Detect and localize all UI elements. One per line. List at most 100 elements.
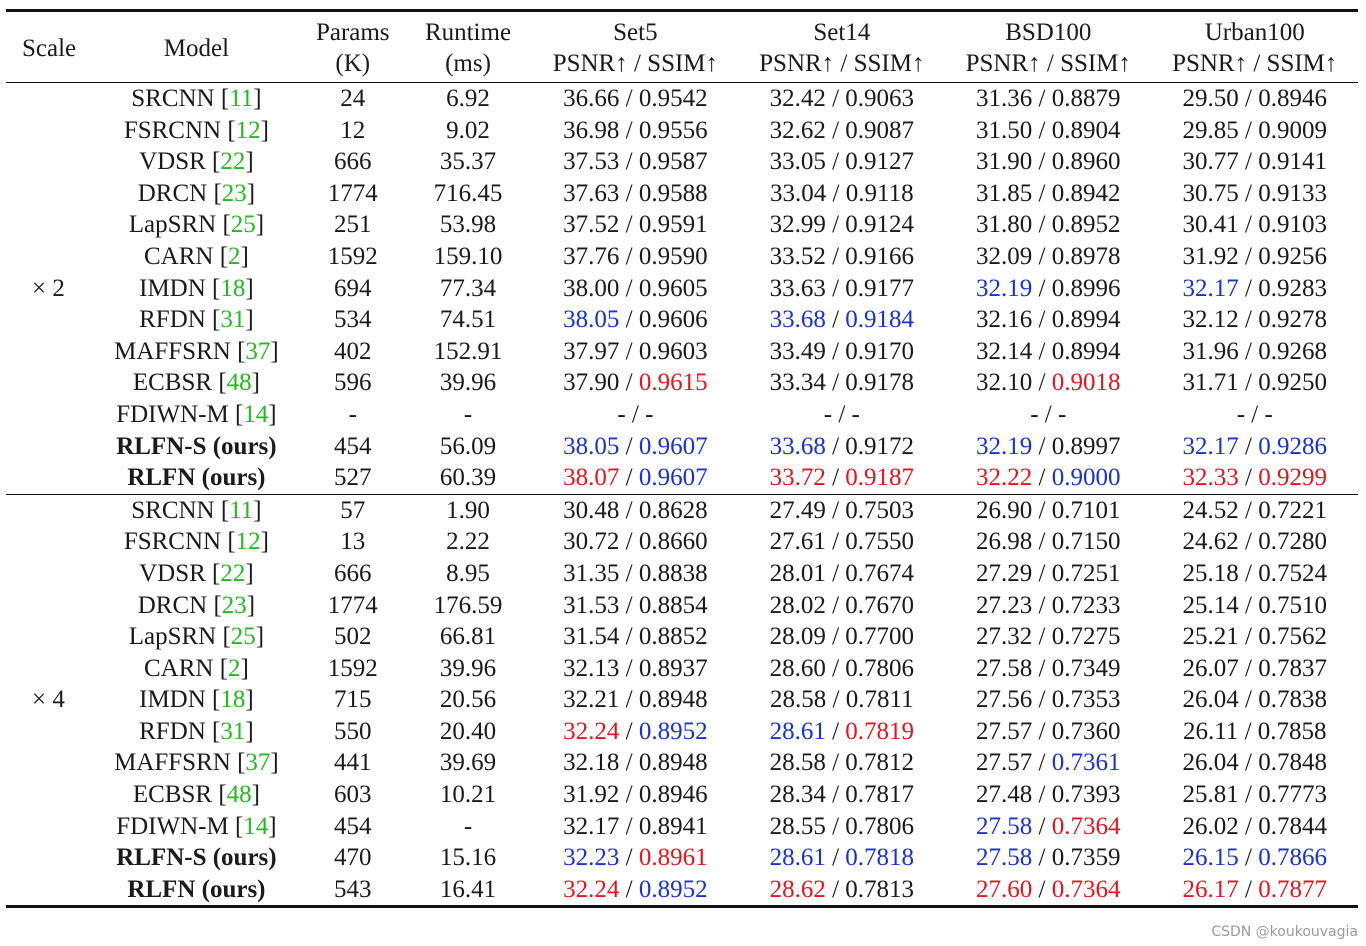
runtime-cell: -	[463, 400, 473, 428]
ssim-value: 0.7812	[845, 749, 915, 777]
ssim-value: 0.8994	[1051, 306, 1121, 334]
scale-cell	[6, 462, 91, 494]
ssim-value: 0.9250	[1258, 369, 1327, 397]
table-row: DRCN [23] 1774 716.45 37.63 / 0.9588 33.04 /…	[6, 178, 1358, 210]
ssim-value: 0.7848	[1258, 749, 1327, 777]
metric-cell: 31.50 / 0.8904	[976, 116, 1121, 144]
ssim-value: 0.8941	[638, 812, 708, 840]
model-cell: RLFN-S (ours)	[91, 431, 301, 463]
model-name: FSRCNN	[123, 528, 222, 556]
params-cell: 57	[301, 493, 404, 527]
model-cell: RLFN-S (ours)	[91, 842, 301, 874]
psnr-value: 36.98	[563, 116, 620, 144]
metric-cell: 25.14 / 0.7510	[1182, 591, 1327, 619]
runtime-cell: 35.37	[439, 148, 497, 176]
psnr-value: 31.96	[1182, 337, 1239, 365]
metric-cell: 24.62 / 0.7280	[1182, 528, 1327, 556]
params-cell: 1774	[327, 179, 378, 207]
psnr-value: 31.80	[976, 211, 1033, 239]
metric-cell: 33.49 / 0.9170	[769, 337, 915, 365]
ssim-value: 0.9299	[1258, 464, 1327, 492]
header-model: Model	[91, 9, 302, 83]
psnr-value: 28.55	[769, 812, 826, 840]
citation-ref: 25	[230, 623, 256, 651]
header-params: Params (K)	[301, 9, 404, 83]
metric-cell: 32.17 / 0.9286	[1182, 432, 1327, 460]
metric-cell: 32.23 / 0.8961	[563, 844, 708, 872]
ssim-value: 0.9588	[638, 179, 708, 207]
ssim-value: 0.9184	[845, 306, 915, 334]
metric-cell: 28.62 / 0.7813	[738, 873, 946, 909]
psnr-value: 31.71	[1182, 369, 1239, 397]
ssim-value: 0.9286	[1258, 432, 1327, 460]
model-name: DRCN	[137, 591, 208, 619]
ssim-value: 0.7818	[845, 844, 915, 872]
metric-cell: 28.34 / 0.7817	[769, 781, 915, 809]
metric-cell: 32.09 / 0.8978	[976, 242, 1121, 270]
header-scale: Scale	[6, 9, 92, 83]
section-x4: SRCNN [11] 57 1.90 30.48 / 0.8628 27.49 / 0.…	[6, 493, 1358, 909]
table-row: SRCNN [11] 57 1.90 30.48 / 0.8628 27.49 / 0.…	[6, 493, 1358, 527]
citation-ref: 37	[245, 337, 271, 365]
metric-cell: 28.01 / 0.7674	[769, 559, 915, 587]
metric-cell: 25.21 / 0.7562	[1182, 623, 1327, 651]
metric-cell: 33.68 / 0.9184	[769, 306, 915, 334]
table-row: FSRCNN [12] 12 9.02 36.98 / 0.9556 32.62 / 0…	[6, 115, 1358, 147]
metric-cell: 28.61 / 0.7818	[769, 844, 915, 872]
model-name: RLFN (ours)	[127, 875, 266, 903]
params-cell: 502	[334, 623, 372, 651]
ssim-value: 0.7510	[1258, 591, 1327, 619]
table-row: CARN [2] 1592 39.96 32.13 / 0.8937 28.60 / 0…	[6, 653, 1358, 685]
ssim-value: 0.7503	[845, 496, 915, 524]
table-row: ECBSR [48] 603 10.21 31.92 / 0.8946 28.34 / …	[6, 779, 1358, 811]
ssim-value: 0.8960	[1051, 148, 1121, 176]
ssim-value: 0.8660	[638, 528, 708, 556]
metric-cell: - / -	[823, 400, 860, 428]
ssim-value: 0.7101	[1051, 496, 1121, 524]
citation-ref: 48	[226, 781, 252, 809]
psnr-value: 30.72	[563, 528, 620, 556]
model-name: SRCNN	[131, 85, 215, 112]
model-cell: MAFFSRN [37]	[114, 337, 279, 365]
ssim-value: 0.7150	[1051, 528, 1121, 556]
ssim-value: 0.8946	[1258, 85, 1327, 112]
runtime-cell: 20.40	[439, 717, 497, 745]
table-row: MAFFSRN [37] 402 152.91 37.97 / 0.9603 33.49…	[6, 336, 1358, 368]
ssim-value: 0.9590	[638, 242, 708, 270]
psnr-value: 26.11	[1182, 717, 1239, 745]
psnr-value: 26.04	[1182, 749, 1239, 777]
ssim-value: -	[1264, 400, 1273, 428]
metric-cell: 27.56 / 0.7353	[976, 686, 1121, 714]
runtime-cell: 15.16	[439, 844, 497, 872]
ssim-value: 0.9605	[638, 274, 708, 302]
results-table: Scale Model Params (K) Runtime (ms) Set5…	[6, 9, 1358, 909]
metric-cell: 31.53 / 0.8854	[563, 591, 708, 619]
model-cell: IMDN [18]	[139, 274, 254, 302]
runtime-cell: 53.98	[439, 211, 497, 239]
ssim-value: 0.9141	[1258, 148, 1327, 176]
psnr-value: 31.35	[563, 559, 620, 587]
ssim-value: 0.9603	[638, 337, 708, 365]
runtime-cell: 60.39	[439, 464, 497, 492]
ssim-value: 0.7837	[1258, 654, 1327, 682]
metric-cell: 26.15 / 0.7866	[1182, 844, 1327, 872]
ssim-value: 0.8937	[638, 654, 708, 682]
model-cell: SRCNN [11]	[131, 85, 262, 112]
metric-cell: 37.97 / 0.9603	[563, 337, 708, 365]
psnr-value: 38.07	[563, 464, 620, 492]
psnr-value: 38.00	[563, 274, 620, 302]
citation-ref: 12	[235, 116, 261, 144]
metric-cell: 26.17 / 0.7877	[1151, 873, 1358, 909]
psnr-value: 28.01	[769, 559, 826, 587]
model-name: LapSRN	[128, 211, 217, 239]
ssim-value: 0.9170	[845, 337, 915, 365]
psnr-value: 32.19	[976, 432, 1033, 460]
ssim-value: 0.9018	[1051, 369, 1121, 397]
psnr-value: 28.34	[769, 781, 826, 809]
metric-cell: 36.98 / 0.9556	[563, 116, 708, 144]
metric-cell: 29.50 / 0.8946	[1182, 85, 1327, 112]
table-row: DRCN [23] 1774 176.59 31.53 / 0.8854 28.02 /…	[6, 590, 1358, 622]
psnr-value: 32.17	[1182, 274, 1239, 302]
metric-cell: 32.19 / 0.8997	[976, 432, 1121, 460]
ssim-value: 0.8952	[638, 875, 708, 903]
